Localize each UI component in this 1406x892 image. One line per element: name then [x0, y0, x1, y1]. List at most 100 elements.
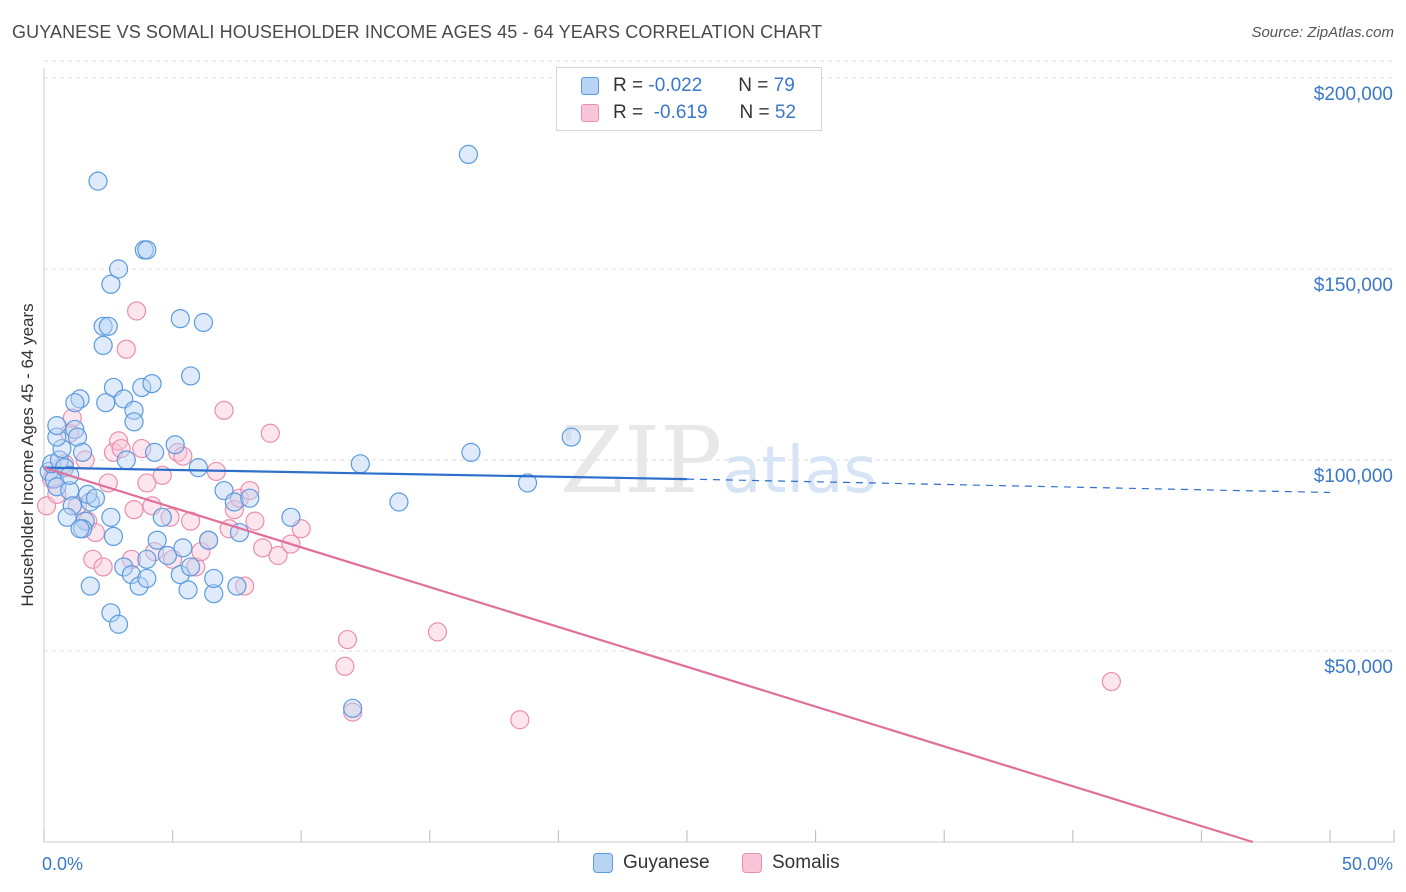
guyanese-point [458, 144, 478, 164]
guyanese-point [132, 377, 152, 398]
legend-item-somalis[interactable]: Somalis [742, 852, 840, 874]
guyanese-point [121, 564, 142, 585]
guyanese-point [124, 400, 144, 420]
guyanese-point [227, 576, 247, 596]
somalis-point [253, 538, 273, 558]
somalis-point [427, 622, 448, 642]
somalis-swatch [742, 853, 762, 873]
y-tick-label: $150,000 [1314, 275, 1393, 296]
guyanese-point [193, 312, 214, 333]
somalis-point [240, 480, 260, 501]
guyanese-point [188, 458, 208, 478]
legend-r-value: -0.619 [653, 102, 708, 123]
legend-n-label: N = [738, 75, 769, 96]
legend-r-value: -0.022 [648, 75, 703, 96]
guyanese-point [173, 538, 193, 558]
guyanese-point [85, 488, 106, 508]
guyanese-trend-line [43, 466, 688, 481]
guyanese-point [47, 416, 67, 436]
guyanese-point [147, 530, 167, 550]
somalis-point [245, 511, 265, 531]
somalis-point [214, 400, 234, 420]
y-tick-label: $200,000 [1314, 84, 1393, 105]
guyanese-point [229, 522, 250, 543]
guyanese-point [114, 557, 134, 577]
somalis-point [126, 301, 147, 321]
somalis-trend-line [43, 466, 1254, 844]
somalis-point [168, 442, 188, 462]
y-axis-label: Householder Income Ages 45 - 64 years [18, 303, 37, 606]
guyanese-point [240, 488, 260, 508]
legend-row-somalis: R = -0.619 N = 52 [581, 100, 796, 126]
somalis-point [83, 549, 103, 569]
guyanese-point [137, 549, 157, 569]
legend-n-label: N = [739, 102, 770, 123]
guyanese-point [62, 496, 82, 516]
somalis-point [335, 656, 355, 676]
y-tick-labels: $50,000 $100,000 $150,000 $200,000 [1314, 84, 1393, 678]
guyanese-point [57, 507, 77, 527]
somalis-point [229, 488, 250, 508]
legend-n-value: 79 [773, 75, 795, 96]
somalis-point [111, 438, 131, 459]
somalis-point [337, 629, 358, 650]
guyanese-point [65, 419, 85, 440]
guyanese-point [389, 492, 409, 512]
x-tick-labels: 0.0% 50.0% [42, 854, 1393, 874]
guyanese-point [60, 480, 80, 501]
guyanese-point [70, 519, 90, 539]
guyanese-swatch [581, 77, 599, 95]
somalis-point [191, 542, 211, 562]
guyanese-point [204, 584, 224, 604]
legend-label-guyanese: Guyanese [623, 852, 710, 873]
guyanese-point [224, 492, 244, 512]
legend-item-guyanese[interactable]: Guyanese [593, 852, 710, 874]
somalis-point [132, 438, 152, 459]
guyanese-point [343, 698, 363, 718]
legend-row-guyanese: R = -0.022 N = 79 [581, 73, 795, 99]
guyanese-point [93, 316, 113, 336]
guyanese-point [108, 259, 129, 279]
guyanese-point [96, 393, 116, 413]
somalis-point [47, 484, 67, 504]
guyanese-point [80, 576, 100, 596]
guyanese-point [88, 171, 108, 191]
watermark: ZIPatlas [560, 407, 877, 514]
grid-lines [44, 60, 1394, 652]
guyanese-point [47, 427, 67, 447]
series-legend: Guyanese Somalis [0, 852, 1406, 878]
guyanese-trend-extension [686, 478, 1331, 494]
guyanese-point [98, 316, 118, 336]
chart-title: GUYANESE VS SOMALI HOUSEHOLDER INCOME AG… [12, 22, 823, 42]
guyanese-point [80, 492, 100, 512]
somalis-point [137, 473, 157, 493]
guyanese-point [137, 568, 157, 589]
guyanese-point [181, 366, 201, 386]
guyanese-point [178, 580, 198, 600]
somalis-point [173, 446, 193, 466]
somalis-point [121, 549, 142, 569]
somalis-swatch [581, 104, 599, 122]
somalis-point [510, 710, 530, 730]
guyanese-point [137, 240, 157, 260]
guyanese-point [52, 438, 72, 459]
legend-label-somalis: Somalis [772, 852, 840, 873]
guyanese-point [70, 389, 90, 409]
guyanese-point [181, 557, 201, 577]
somalis-point [235, 576, 255, 596]
somalis-point [144, 542, 165, 562]
guyanese-point [101, 507, 121, 527]
axes [43, 68, 1395, 843]
guyanese-point [170, 564, 190, 585]
guyanese-point [152, 507, 172, 527]
legend-n-value: 52 [774, 102, 797, 123]
guyanese-point [101, 603, 121, 623]
guyanese-point [561, 427, 581, 447]
somalis-point [160, 507, 180, 527]
x-tick-label: 50.0% [1342, 854, 1393, 874]
somalis-point [116, 339, 136, 359]
guyanese-point [144, 442, 165, 462]
somalis-point [186, 557, 206, 577]
guyanese-point [124, 412, 144, 432]
